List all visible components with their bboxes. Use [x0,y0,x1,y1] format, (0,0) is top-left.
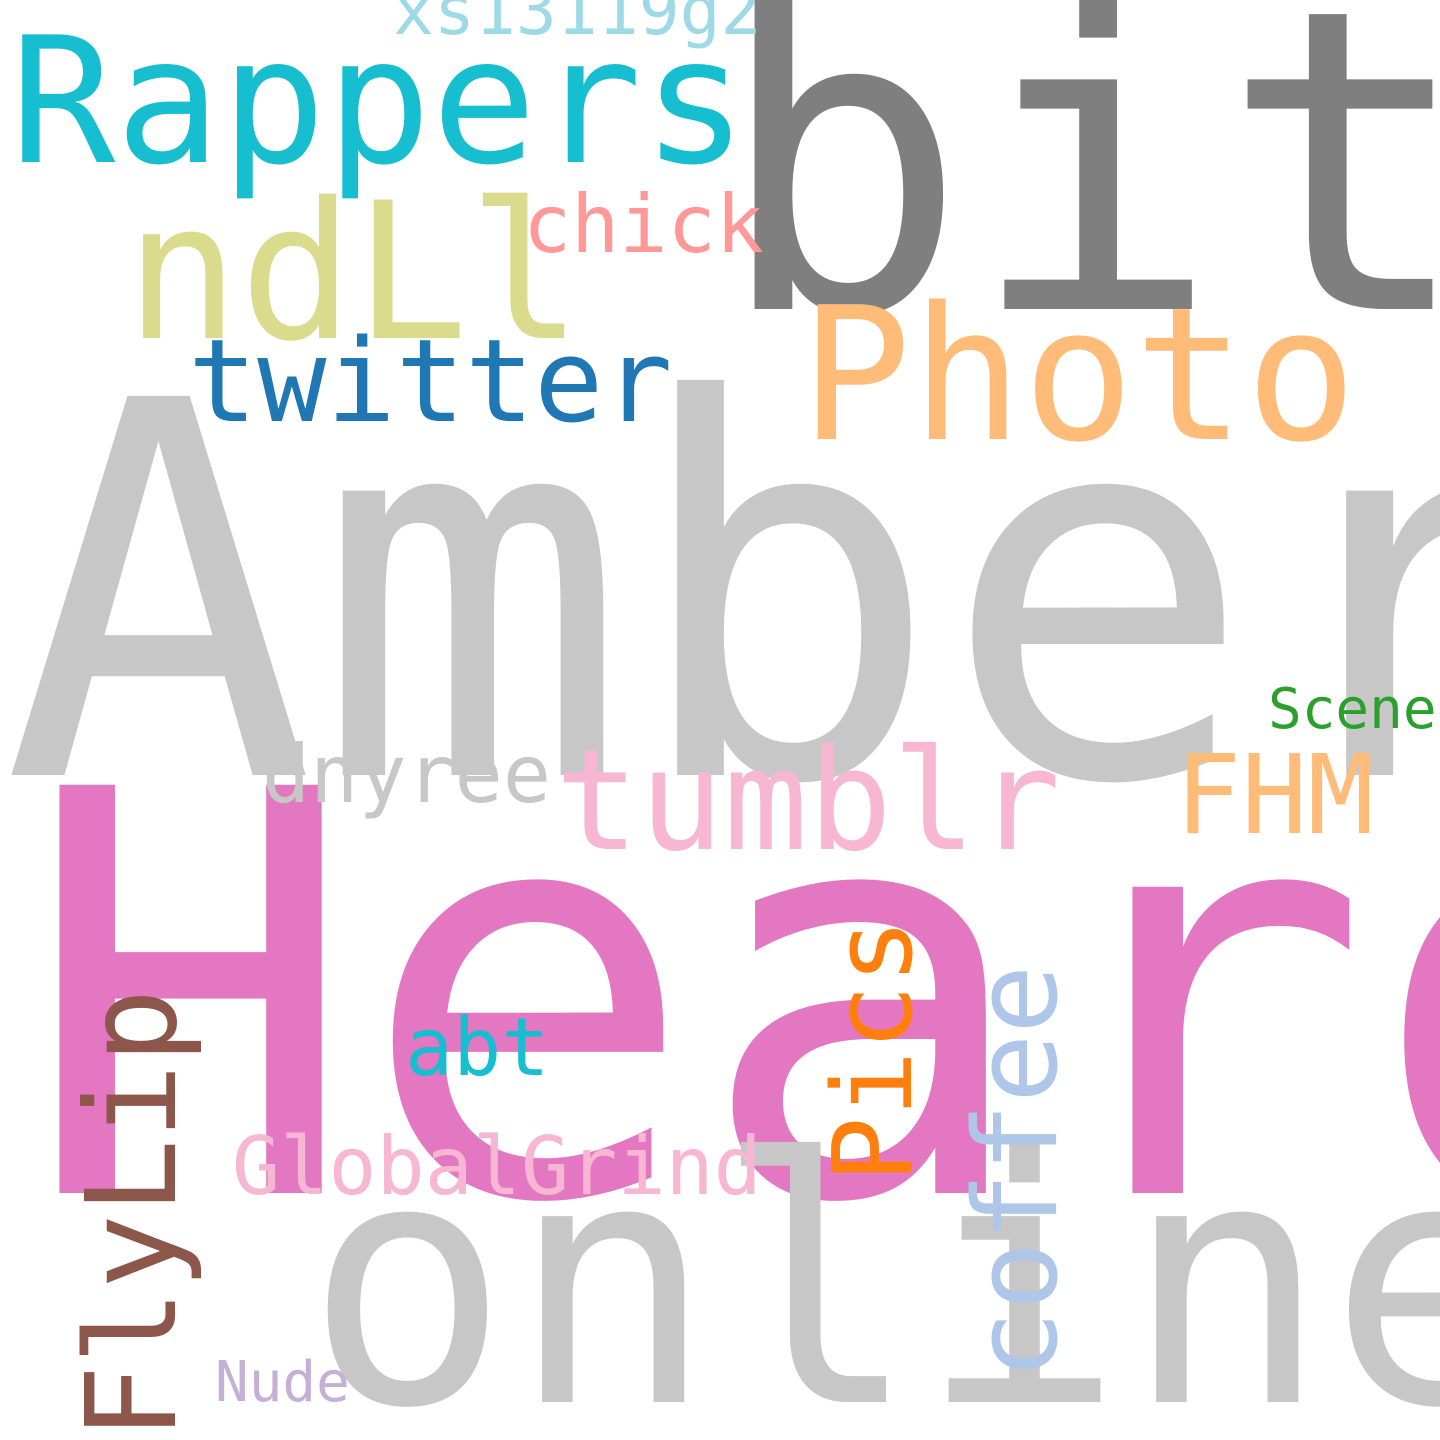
word-amber: Amber [2,292,1440,898]
word-coffee: coffee [950,964,1084,1380]
word-flylip: FlyLip [60,988,205,1440]
word-abt: abt [405,1001,550,1094]
word-photo: Photo [800,267,1357,483]
word-scene: Scene [1268,677,1437,742]
word-heard: Heard [22,674,1440,1326]
word-nude: Nude [215,1350,350,1415]
word-bit: bit [715,0,1440,409]
word-pics: Pics [809,918,937,1183]
word-chick: chick [523,178,764,271]
word-rappers: Rappers [10,1,748,204]
word-ndll: ndLl [125,162,583,383]
word-dnyree: dnyree [262,728,551,821]
word-xs13119g2: xs13119g2 [393,0,762,51]
word-fhm: FHM [1175,731,1374,859]
word-online: online [305,1087,1440,1440]
word-twitter: twitter [188,315,673,449]
word-globalgrind: GlobalGrind [232,1120,762,1213]
word-tumblr: tumblr [555,720,1061,883]
